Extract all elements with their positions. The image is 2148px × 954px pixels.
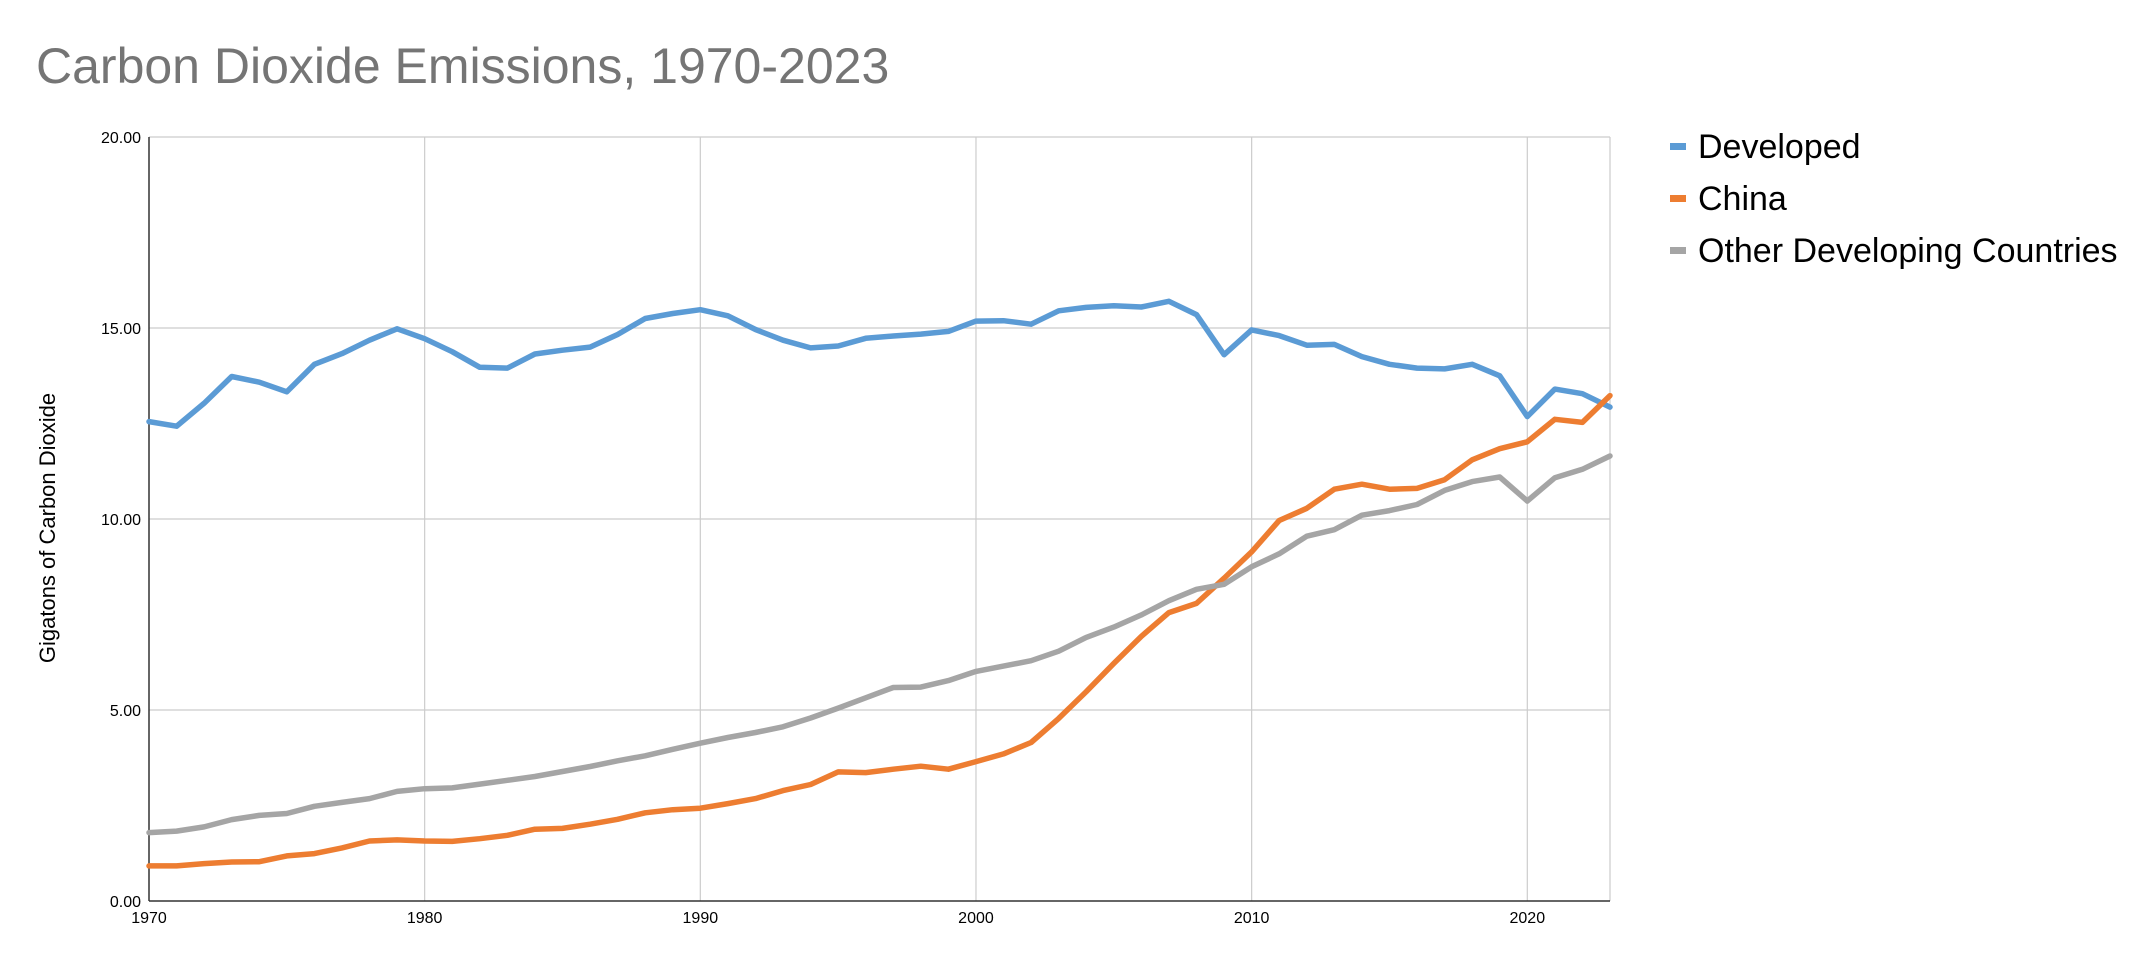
y-axis-label: Gigatons of Carbon Dioxide [35,393,60,663]
x-tick-label: 1980 [407,910,443,927]
series-line-china [146,392,1613,869]
legend-item-china[interactable]: China [1670,180,1787,218]
x-tick-label: 1970 [131,910,167,927]
legend-swatch [1670,247,1686,254]
legend-label: Developed [1698,128,1861,166]
gridlines [149,136,1611,901]
x-tick-label: 1990 [683,910,719,927]
x-tick-label: 2010 [1234,910,1270,927]
legend-swatch [1670,195,1686,202]
legend-swatch [1670,143,1686,150]
series-line-other-developing-countries [146,453,1613,836]
legend: Developed China Other Developing Countries [1670,128,2118,270]
legend-item-other-developing-countries[interactable]: Other Developing Countries [1670,232,2118,270]
y-tick-label: 20.00 [101,130,141,147]
series-line-developed [146,298,1613,429]
legend-item-developed[interactable]: Developed [1670,128,1861,166]
y-tick-label: 0.00 [110,894,141,911]
legend-label: China [1698,180,1787,218]
plot-area [146,298,1613,869]
y-tick-label: 10.00 [101,512,141,529]
legend-label: Other Developing Countries [1698,232,2118,270]
axes [148,137,1610,902]
tick-labels: 0.00 5.00 10.00 15.00 20.00 1970 1980 1990 2000 2… [101,130,1545,927]
x-tick-label: 2020 [1510,910,1546,927]
y-tick-label: 5.00 [110,703,141,720]
x-tick-label: 2000 [958,910,994,927]
y-tick-label: 15.00 [101,321,141,338]
chart-title: Carbon Dioxide Emissions, 1970-2023 [36,38,889,94]
